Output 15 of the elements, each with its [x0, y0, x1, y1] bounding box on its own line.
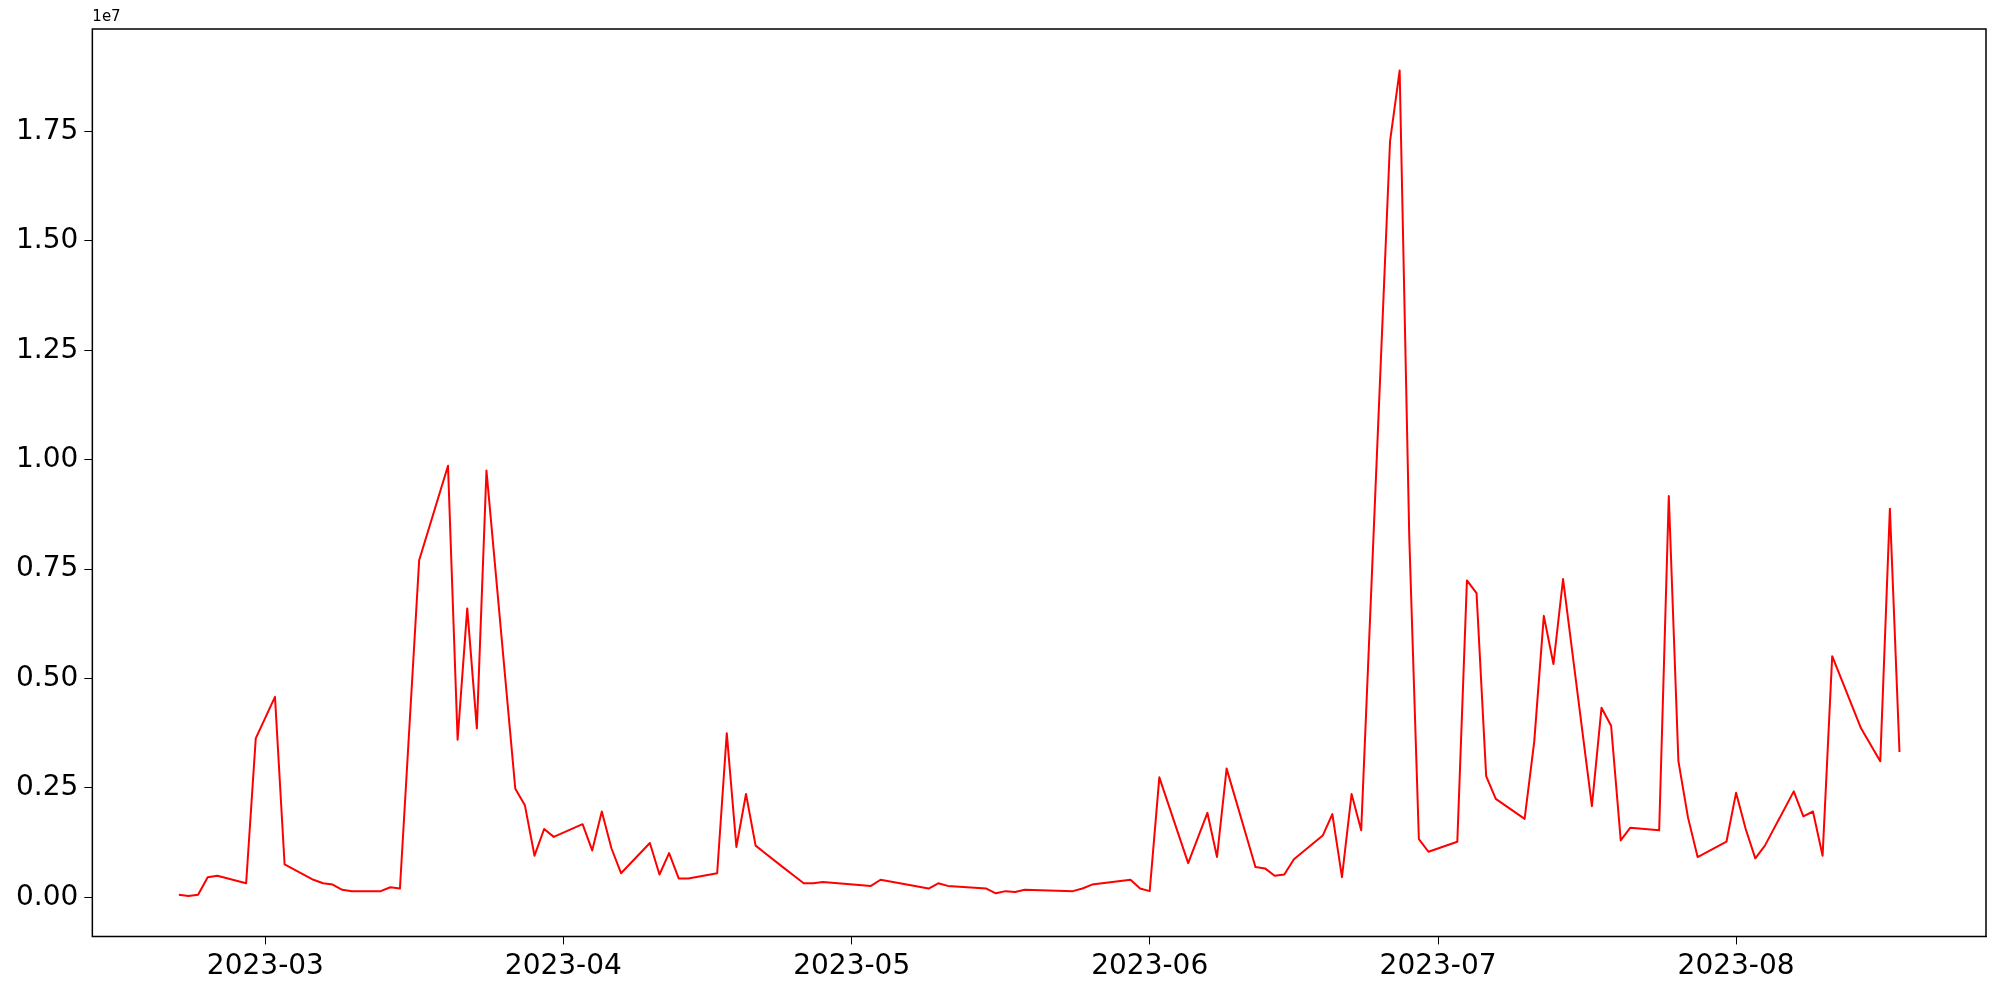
y-tick-label: 0.50 [16, 659, 79, 693]
x-tick-label: 2023-08 [1677, 948, 1795, 982]
x-tick-label: 2023-05 [793, 948, 911, 982]
y-tick-label: 0.25 [16, 769, 79, 803]
y-tick-label: 0.75 [16, 550, 79, 584]
y-tick-label: 1.00 [16, 440, 79, 474]
x-tick-label: 2023-07 [1379, 948, 1497, 982]
y-tick-label: 1.75 [16, 112, 79, 146]
y-tick-label: 1.25 [16, 331, 79, 365]
text: 1e7 [92, 7, 121, 26]
y-tick-label: 0.00 [16, 878, 79, 912]
x-tick-label: 2023-06 [1091, 948, 1209, 982]
y-tick-label: 1.50 [16, 222, 79, 256]
x-tick-label: 2023-04 [504, 948, 622, 982]
x-tick-label: 2023-03 [206, 948, 324, 982]
